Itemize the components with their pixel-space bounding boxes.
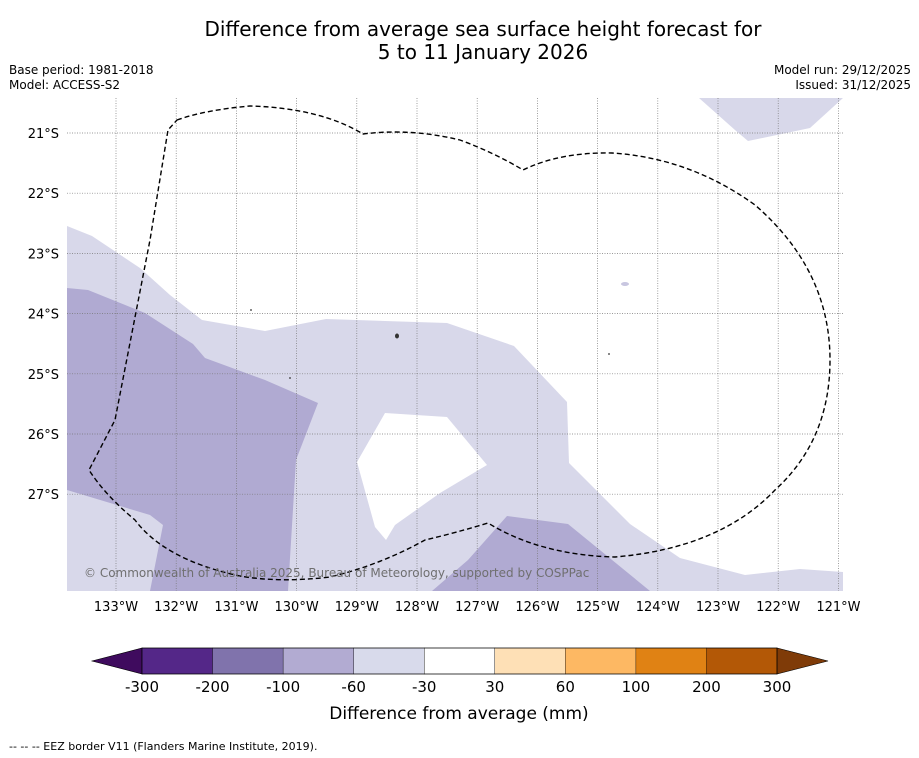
neutral-hole — [357, 413, 487, 540]
lon-label: 123°W — [696, 600, 740, 615]
colorbar-tick-label: 60 — [556, 678, 575, 696]
colorbar-tick-label: 100 — [622, 678, 651, 696]
colorbar-cells — [141, 647, 778, 675]
colorbar-ticks: -300 -200 -100 -60 -30 30 60 100 200 300 — [125, 678, 791, 696]
island-speck — [289, 377, 291, 379]
anomaly-region-light-ne — [699, 98, 843, 141]
colorbar-tick-label: 200 — [692, 678, 721, 696]
lon-label: 121°W — [816, 600, 860, 615]
lat-label: 23°S — [28, 247, 59, 262]
lon-label: 132°W — [154, 600, 198, 615]
footer-legend: -- -- -- EEZ border V11 (Flanders Marine… — [9, 740, 318, 753]
lat-label: 24°S — [28, 308, 59, 323]
lon-label: 126°W — [515, 600, 559, 615]
lon-label: 130°W — [275, 600, 319, 615]
colorbar-tick-label: -30 — [412, 678, 437, 696]
colorbar-tick-label: -60 — [341, 678, 366, 696]
latitude-labels: 21°S 22°S 23°S 24°S 25°S 26°S 27°S — [28, 127, 59, 503]
lat-label: 26°S — [28, 428, 59, 443]
colorbar-cell — [706, 647, 778, 675]
colorbar-tick-label: 30 — [485, 678, 504, 696]
meta-left: Base period: 1981-2018 Model: ACCESS-S2 — [9, 63, 154, 93]
colorbar-cell — [565, 647, 637, 675]
colorbar-extend-min — [90, 647, 143, 675]
colorbar-extend-max — [776, 647, 829, 675]
lon-label: 131°W — [214, 600, 258, 615]
lon-label: 128°W — [395, 600, 439, 615]
lat-label: 25°S — [28, 368, 59, 383]
island-speck — [608, 353, 610, 355]
colorbar-cell — [141, 647, 214, 675]
colorbar-tick-label: -300 — [125, 678, 159, 696]
colorbar-label: Difference from average (mm) — [329, 704, 588, 724]
colorbar-outline — [141, 647, 778, 675]
colorbar-cell — [212, 647, 284, 675]
colorbar-cell — [635, 647, 707, 675]
attribution: © Commonwealth of Australia 2025, Bureau… — [84, 566, 589, 580]
colorbar-tick-label: -100 — [266, 678, 300, 696]
lon-label: 122°W — [756, 600, 800, 615]
lon-label: 124°W — [636, 600, 680, 615]
title-line-1: Difference from average sea surface heig… — [204, 17, 762, 41]
lon-label: 133°W — [94, 600, 138, 615]
island-speck — [395, 333, 399, 339]
eez-border — [88, 105, 831, 581]
issued-date: Issued: 31/12/2025 — [795, 78, 911, 92]
lon-label: 125°W — [576, 600, 620, 615]
colorbar-cell — [353, 647, 425, 675]
chart-title: Difference from average sea surface heig… — [0, 18, 919, 64]
meta-right: Model run: 29/12/2025 Issued: 31/12/2025 — [774, 63, 911, 93]
anomaly-region-mid-south — [432, 516, 650, 591]
lat-label: 27°S — [28, 488, 59, 503]
island-speck — [250, 309, 252, 311]
title-line-2: 5 to 11 January 2026 — [377, 40, 589, 64]
anomaly-region-mid-west — [67, 288, 318, 591]
colorbar-cell — [282, 647, 355, 675]
base-period: Base period: 1981-2018 — [9, 63, 154, 77]
lat-label: 21°S — [28, 127, 59, 142]
colorbar-cell — [494, 647, 566, 675]
lon-label: 127°W — [455, 600, 499, 615]
lat-label: 22°S — [28, 187, 59, 202]
model-name: Model: ACCESS-S2 — [9, 78, 121, 92]
colorbar-tick-label: -200 — [196, 678, 230, 696]
colorbar-tick-label: 300 — [763, 678, 792, 696]
longitude-labels: 133°W 132°W 131°W 130°W 129°W 128°W 127°W 126°W… — [94, 600, 861, 615]
gridlines — [67, 98, 843, 591]
model-run: Model run: 29/12/2025 — [773, 63, 911, 77]
colorbar-cell — [424, 647, 496, 675]
colorbar: -300 -200 -100 -60 -30 30 60 100 200 300 Differen… — [90, 647, 829, 724]
island-speck — [621, 282, 629, 286]
lon-label: 129°W — [335, 600, 379, 615]
map-area: © Commonwealth of Australia 2025, Bureau… — [67, 98, 843, 591]
